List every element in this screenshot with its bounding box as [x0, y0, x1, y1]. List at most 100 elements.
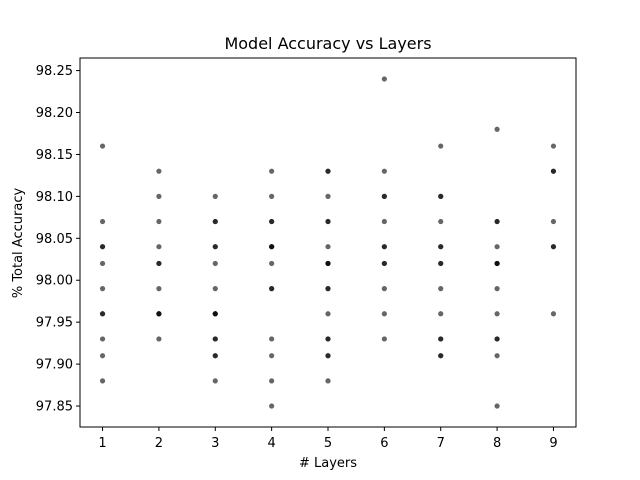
y-tick-label: 98.05 — [36, 232, 73, 247]
y-tick-label: 97.85 — [36, 400, 73, 415]
data-point — [325, 168, 331, 174]
data-point — [156, 311, 162, 317]
x-tick-label: 8 — [493, 436, 501, 451]
data-point — [99, 378, 106, 384]
x-tick-label: 4 — [267, 436, 275, 451]
data-point — [381, 286, 387, 292]
data-point — [494, 403, 500, 409]
data-point — [325, 311, 331, 317]
y-tick-label: 98.00 — [36, 274, 73, 289]
data-point — [212, 378, 218, 384]
data-point — [99, 143, 106, 149]
x-axis-label: # Layers — [299, 456, 357, 471]
data-point — [269, 244, 275, 250]
data-point — [381, 260, 387, 267]
data-point — [381, 76, 387, 82]
data-point — [156, 244, 162, 250]
data-point — [99, 286, 106, 292]
data-point — [381, 311, 387, 317]
data-point — [438, 336, 444, 342]
data-point — [550, 311, 557, 317]
data-point — [381, 193, 387, 199]
data-point — [550, 244, 557, 250]
data-point — [269, 403, 275, 409]
data-point — [269, 168, 275, 174]
data-point — [212, 311, 218, 317]
x-tick-label: 7 — [437, 436, 445, 451]
data-point — [269, 336, 275, 342]
data-point — [269, 286, 275, 292]
data-point — [438, 143, 444, 149]
data-point — [212, 286, 218, 292]
data-point — [156, 286, 162, 292]
y-tick-label: 98.15 — [36, 148, 73, 163]
x-tick-label: 6 — [380, 436, 388, 451]
data-point — [494, 336, 500, 342]
data-point — [269, 218, 275, 225]
data-point — [156, 260, 162, 267]
data-point — [156, 218, 162, 225]
data-point — [494, 260, 500, 267]
data-point — [381, 218, 387, 225]
data-point — [325, 218, 331, 225]
y-tick-label: 97.90 — [36, 358, 73, 373]
data-point — [550, 218, 557, 225]
data-point — [156, 336, 162, 342]
data-point — [494, 353, 500, 359]
data-point — [381, 244, 387, 250]
data-point — [494, 244, 500, 250]
data-point — [99, 311, 106, 317]
y-tick-label: 97.95 — [36, 316, 73, 331]
data-point — [438, 193, 444, 199]
data-point — [438, 353, 444, 359]
data-point — [99, 260, 106, 267]
data-point — [550, 168, 557, 174]
chart-title: Model Accuracy vs Layers — [224, 34, 431, 53]
y-tick-label: 98.25 — [36, 64, 73, 79]
data-point — [550, 143, 557, 149]
data-point — [325, 260, 331, 267]
data-point — [99, 353, 106, 359]
x-tick-label: 9 — [549, 436, 557, 451]
x-tick-label: 1 — [98, 436, 106, 451]
data-point — [269, 260, 275, 267]
data-point — [212, 336, 218, 342]
data-point — [212, 218, 218, 225]
data-point — [438, 260, 444, 267]
points-layer — [99, 76, 557, 409]
y-axis-label: % Total Accuracy — [11, 188, 26, 299]
data-point — [325, 286, 331, 292]
data-point — [156, 168, 162, 174]
x-tick-label: 3 — [211, 436, 219, 451]
data-point — [212, 260, 218, 267]
data-point — [494, 286, 500, 292]
data-point — [99, 244, 106, 250]
data-point — [325, 193, 331, 199]
data-point — [494, 126, 500, 132]
data-point — [99, 218, 106, 225]
y-tick-label: 98.10 — [36, 190, 73, 205]
data-point — [438, 244, 444, 250]
data-point — [325, 378, 331, 384]
data-point — [325, 353, 331, 359]
x-axis: 1 2 3 4 5 6 7 8 9 — [98, 427, 558, 451]
data-point — [494, 218, 500, 225]
data-point — [269, 353, 275, 359]
data-point — [212, 244, 218, 250]
data-point — [494, 311, 500, 317]
x-tick-label: 2 — [155, 436, 163, 451]
data-point — [381, 336, 387, 342]
data-point — [212, 193, 218, 199]
data-point — [269, 378, 275, 384]
data-point — [269, 193, 275, 199]
x-tick-label: 5 — [324, 436, 332, 451]
data-point — [156, 193, 162, 199]
data-point — [325, 336, 331, 342]
data-point — [438, 218, 444, 225]
data-point — [381, 168, 387, 174]
data-point — [438, 286, 444, 292]
y-tick-label: 98.20 — [36, 106, 73, 121]
y-axis: 97.85 97.90 97.95 98.00 98.05 98.10 98.15 98.20… — [36, 64, 80, 415]
